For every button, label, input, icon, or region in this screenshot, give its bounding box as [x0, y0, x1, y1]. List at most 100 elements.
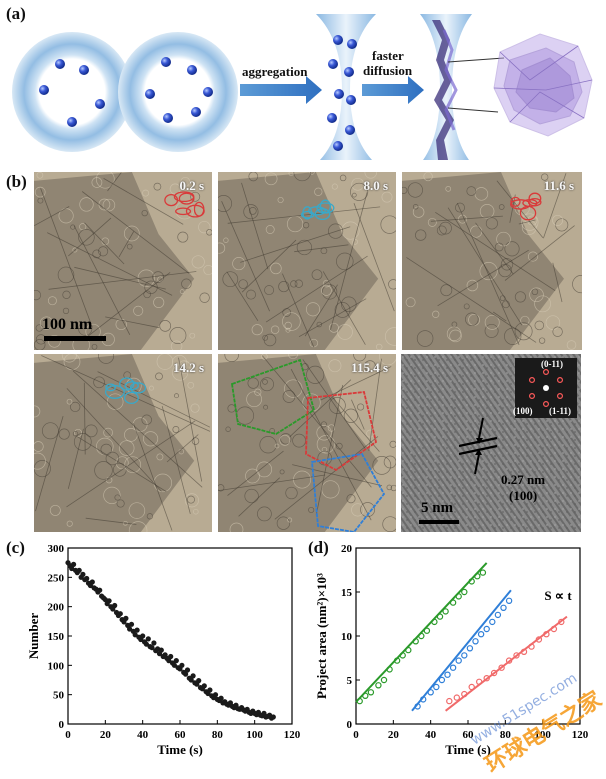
data-point — [436, 613, 444, 620]
y-tick-label: 15 — [341, 587, 353, 599]
x-tick-label: 120 — [572, 729, 589, 741]
y-tick-label: 5 — [347, 675, 353, 687]
hrtem-scalebar-label: 5 nm — [421, 500, 454, 516]
panel-label-a: (a) — [6, 4, 26, 23]
data-point — [475, 678, 483, 685]
data-point — [474, 573, 481, 580]
fft-index-right: (1-11) — [549, 406, 571, 416]
x-tick-label: 80 — [500, 729, 512, 741]
data-point — [468, 683, 475, 691]
data-point — [84, 575, 90, 582]
data-point — [405, 646, 412, 654]
data-point — [513, 652, 520, 659]
tem-timestamp: 0.2 s — [179, 178, 204, 193]
data-point — [468, 578, 475, 585]
tracked-particle-outline — [164, 191, 205, 218]
data-point — [149, 645, 155, 651]
sphere-left — [12, 32, 132, 152]
data-point — [558, 618, 565, 626]
data-point — [190, 673, 196, 679]
data-point — [498, 664, 505, 671]
tem-timestamp: 115.4 s — [351, 360, 388, 375]
data-point — [446, 697, 453, 705]
data-point — [166, 658, 172, 664]
data-point — [158, 647, 164, 653]
lattice-plane: (100) — [509, 488, 538, 503]
tem-timestamp: 11.6 s — [543, 178, 574, 193]
x-tick-label: 120 — [284, 729, 300, 741]
plot-frame — [67, 547, 293, 725]
tem-frame: 11.6 s — [402, 172, 582, 350]
x-tick-label: 40 — [137, 729, 149, 741]
data-point — [494, 611, 502, 619]
data-point — [134, 627, 140, 633]
data-point — [127, 626, 133, 632]
data-point — [183, 671, 189, 677]
neck-shape — [316, 14, 376, 160]
fit-line — [355, 562, 488, 703]
y-tick-label: 10 — [341, 631, 353, 643]
tem-frame: 14.2 s — [34, 354, 212, 532]
x-tick-label: 40 — [425, 729, 437, 741]
data-point — [106, 598, 112, 604]
arrow-diffusion — [362, 76, 424, 104]
data-point — [168, 653, 174, 660]
y-tick-label: 50 — [53, 690, 65, 702]
data-point — [375, 682, 382, 689]
data-point — [490, 669, 498, 677]
data-point — [442, 608, 449, 615]
fft-inset: (0-11) (100) (1-11) — [513, 358, 577, 418]
data-point — [418, 632, 425, 640]
data-point — [477, 630, 485, 638]
x-tick-label: 100 — [534, 729, 551, 741]
panel-label-b: (b) — [6, 172, 27, 191]
nanosheet-3d — [493, 33, 593, 137]
y-tick-label: 300 — [48, 543, 65, 555]
data-point — [393, 657, 401, 664]
y-tick-label: 0 — [347, 719, 353, 731]
data-point — [543, 630, 550, 638]
y-tick-label: 0 — [59, 719, 65, 731]
data-point — [535, 636, 543, 643]
diffusion-label: diffusion — [363, 63, 413, 78]
nanosheet-strip — [432, 20, 454, 160]
lattice-spacing: 0.27 nm — [501, 472, 546, 487]
fft-index-left: (100) — [513, 406, 533, 416]
chart-c: 0 20 40 60 80 100 120 0 50 100 150 200 250 300 Time (s… — [26, 543, 300, 757]
data-point — [145, 636, 151, 642]
data-point — [505, 597, 513, 605]
data-point — [449, 664, 457, 671]
data-point — [132, 632, 138, 638]
data-point — [550, 625, 558, 633]
tem-frame: 115.4 s — [218, 354, 396, 532]
data-point — [143, 641, 149, 647]
data-point — [123, 615, 129, 621]
data-point — [483, 674, 490, 682]
tem-scalebar-label: 100 nm — [42, 316, 93, 333]
faster-label: faster — [372, 48, 404, 63]
data-point — [207, 687, 213, 693]
data-point — [483, 625, 490, 633]
aggregation-label: aggregation — [242, 64, 308, 79]
data-point — [76, 567, 82, 573]
tem-frame: 0.2 s 100 nm — [34, 172, 212, 350]
fft-index-top: (0-11) — [541, 359, 563, 369]
data-point — [117, 611, 123, 617]
data-point — [427, 689, 434, 696]
x-axis-label: Time (s) — [157, 742, 203, 757]
data-point — [386, 666, 393, 673]
x-tick-label: 0 — [65, 729, 71, 741]
sphere-left-dots — [39, 59, 105, 127]
data-point — [455, 657, 462, 664]
fit-line — [444, 615, 568, 712]
arrow-aggregation — [240, 76, 322, 104]
data-point — [112, 602, 118, 609]
data-point — [173, 658, 179, 664]
data-point — [461, 588, 468, 596]
data-point — [196, 678, 202, 684]
data-point — [505, 657, 513, 664]
data-point — [362, 692, 369, 699]
x-tick-label: 60 — [463, 729, 475, 741]
y-tick-label: 250 — [48, 572, 65, 584]
chart-d: 0 20 40 60 80 100 120 0 5 10 15 20 Time (s) Project a… — [314, 543, 589, 757]
